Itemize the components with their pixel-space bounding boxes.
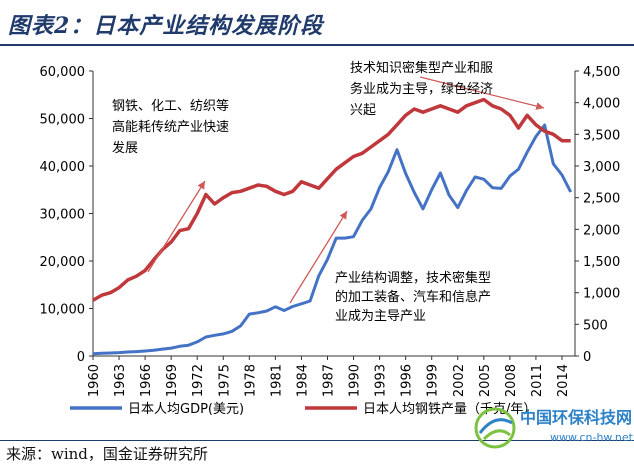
x-tick-label: 1963 bbox=[113, 364, 128, 397]
annotation-tech-services-line: 兴起 bbox=[350, 103, 376, 118]
y-right-tick-label: 0 bbox=[583, 350, 591, 365]
chart-legend: 日本人均GDP(美元) 日本人均钢铁产量（千克/年） bbox=[70, 402, 536, 417]
y-left-tick-label: 20,000 bbox=[40, 255, 86, 270]
chart-series bbox=[92, 97, 573, 356]
y-right-tick-label: 4,500 bbox=[583, 65, 620, 80]
y-left-tick-label: 40,000 bbox=[40, 160, 86, 175]
annotation-heavy-industry-line: 高能耗传统产业快速 bbox=[112, 119, 229, 135]
x-tick-label: 2011 bbox=[530, 364, 545, 397]
y-left-tick-label: 30,000 bbox=[40, 208, 86, 223]
title-divider bbox=[0, 44, 634, 46]
legend-label-steel: 日本人均钢铁产量（千克/年） bbox=[363, 402, 536, 417]
gdp-per-capita-line bbox=[92, 123, 573, 356]
annotation-tech-services-line: 务业成为主导，绿色经济 bbox=[350, 81, 493, 97]
annotation-tech-services-line: 技术知识密集型产业和服 bbox=[350, 60, 493, 76]
x-tick-label: 1981 bbox=[269, 364, 284, 397]
x-tick-label: 2002 bbox=[452, 364, 467, 397]
y-left-tick-label: 60,000 bbox=[40, 65, 86, 80]
arrow-tech-services bbox=[419, 76, 545, 110]
annotation-heavy-industry-line: 钢铁、化工、纺织等 bbox=[112, 98, 229, 114]
y-right-tick-label: 500 bbox=[583, 318, 608, 333]
annotation-heavy-industry-line: 发展 bbox=[112, 140, 138, 156]
x-tick-label: 1987 bbox=[321, 364, 336, 397]
x-tick-label: 2014 bbox=[556, 364, 571, 397]
watermark-title: 中国环保科技网 bbox=[520, 408, 633, 427]
arrow-heavy-industry bbox=[147, 180, 206, 273]
arrow-restructure bbox=[289, 210, 348, 304]
y-right-tick-label: 3,000 bbox=[583, 160, 620, 175]
x-tick-label: 1960 bbox=[87, 364, 102, 397]
figure-title: 图表2：日本产业结构发展阶段 bbox=[8, 13, 324, 39]
globe-leaf-logo-icon bbox=[474, 407, 516, 449]
y-right-tick-label: 1,000 bbox=[583, 287, 620, 302]
legend-label-gdp: 日本人均GDP(美元) bbox=[128, 402, 244, 417]
annotation-arrows bbox=[147, 76, 545, 304]
y-right-tick-label: 3,500 bbox=[583, 128, 620, 143]
x-tick-label: 1978 bbox=[243, 364, 258, 397]
y-right-tick-label: 2,500 bbox=[583, 192, 620, 207]
gdp-steel-chart: 0 10,000 20,000 30,000 40,000 50,000 60,000 0 50… bbox=[40, 60, 621, 417]
x-tick-label: 1969 bbox=[165, 364, 180, 397]
x-tick-label: 2005 bbox=[478, 364, 493, 397]
y-right-tick-label: 2,000 bbox=[583, 223, 620, 238]
y-right-tick-label: 1,500 bbox=[583, 255, 620, 270]
annotation-restructure-line: 的加工装备、汽车和信息产 bbox=[335, 289, 491, 305]
x-tick-label: 1966 bbox=[139, 364, 154, 397]
footer-divider bbox=[0, 440, 634, 441]
annotation-restructure-line: 业成为主导产业 bbox=[335, 309, 426, 324]
y-right-tick-label: 4,000 bbox=[583, 97, 620, 112]
annotation-restructure-line: 产业结构调整，技术密集型 bbox=[335, 270, 491, 286]
x-tick-label: 1990 bbox=[348, 364, 363, 397]
chart-axes: 0 10,000 20,000 30,000 40,000 50,000 60,000 0 50… bbox=[40, 65, 621, 397]
steel-per-capita-line bbox=[92, 97, 571, 302]
x-tick-label: 1972 bbox=[191, 364, 206, 397]
watermark: 中国环保科技网 www.cn-hw.net bbox=[470, 401, 633, 461]
x-tick-label: 1975 bbox=[217, 364, 232, 397]
y-left-tick-label: 50,000 bbox=[40, 113, 86, 128]
x-tick-label: 1999 bbox=[426, 364, 441, 397]
x-tick-label: 1984 bbox=[295, 364, 310, 397]
x-tick-label: 2008 bbox=[504, 364, 519, 397]
y-left-tick-label: 10,000 bbox=[40, 303, 86, 318]
source-note: 来源：wind，国金证券研究所 bbox=[6, 445, 208, 463]
y-left-tick-label: 0 bbox=[77, 350, 85, 365]
x-tick-label: 1996 bbox=[400, 364, 415, 397]
x-tick-label: 1993 bbox=[374, 364, 389, 397]
watermark-url: www.cn-hw.net bbox=[550, 431, 633, 444]
